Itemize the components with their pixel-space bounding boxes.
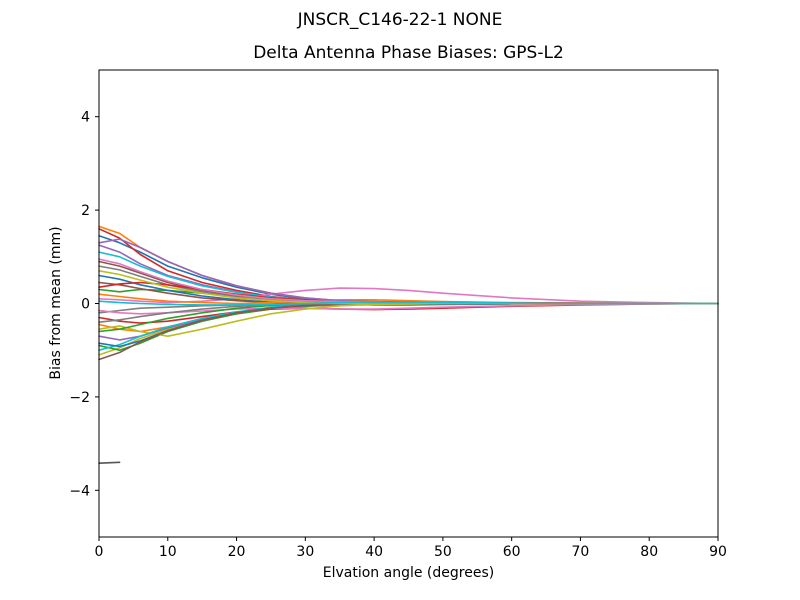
x-tick-label: 20 bbox=[228, 544, 246, 560]
y-tick-label: 4 bbox=[81, 110, 90, 126]
axes-title: Delta Antenna Phase Biases: GPS-L2 bbox=[253, 43, 564, 63]
series-line bbox=[98, 300, 719, 306]
x-tick-label: 60 bbox=[503, 544, 521, 560]
x-tick-label: 40 bbox=[365, 544, 383, 560]
x-tick-label: 70 bbox=[572, 544, 590, 560]
series-line bbox=[98, 287, 719, 305]
x-axis-label: Elvation angle (degrees) bbox=[322, 565, 495, 581]
series-line bbox=[98, 302, 719, 315]
x-tick-label: 50 bbox=[434, 544, 452, 560]
y-tick-label: 0 bbox=[81, 297, 90, 313]
x-tick-label: 0 bbox=[95, 544, 104, 560]
x-tick-label: 30 bbox=[296, 544, 314, 560]
series-line bbox=[98, 461, 121, 465]
y-tick-label: 2 bbox=[81, 203, 90, 219]
y-tick-label: −2 bbox=[69, 390, 90, 406]
x-tick-label: 80 bbox=[640, 544, 658, 560]
x-tick-label: 10 bbox=[159, 544, 177, 560]
y-tick-label: −4 bbox=[69, 483, 90, 499]
series-line bbox=[98, 235, 719, 305]
x-tick-label: 90 bbox=[709, 544, 727, 560]
figure-title: JNSCR_C146-22-1 NONE bbox=[297, 10, 503, 30]
